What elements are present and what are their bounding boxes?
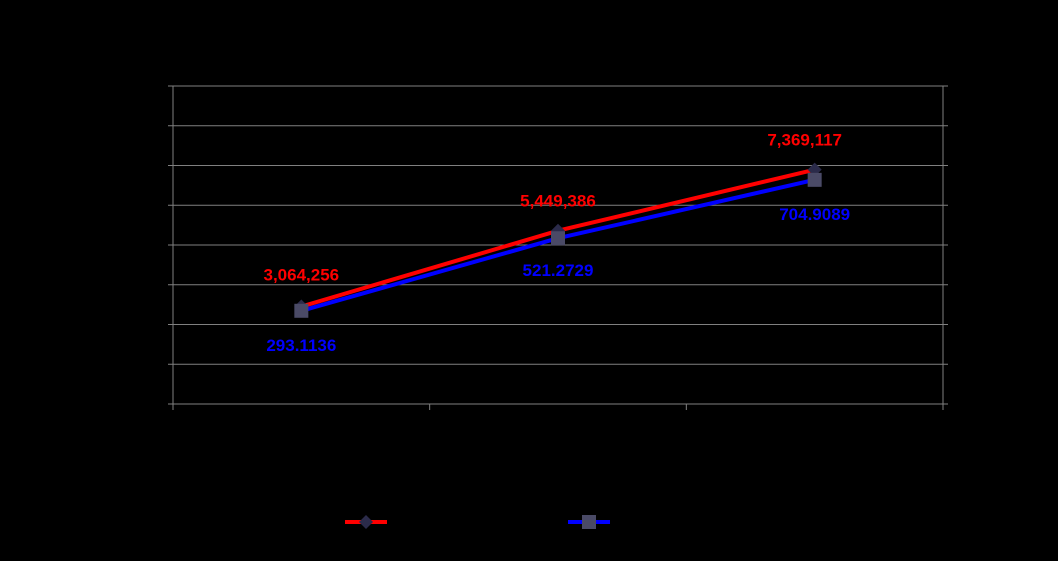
data-label: 521.2729 <box>523 261 594 280</box>
data-label: 3,064,256 <box>264 266 340 285</box>
legend-diamond-marker <box>359 515 373 529</box>
square-marker <box>807 172 822 187</box>
axes <box>168 85 948 410</box>
data-label: 704.9089 <box>779 205 850 224</box>
data-label: 7,369,117 <box>767 131 842 150</box>
data-labels: 3,064,256 5,449,386 7,369,117 293.1136 521.2… <box>264 131 851 355</box>
data-label: 5,449,386 <box>520 192 596 211</box>
series-markers <box>294 162 822 318</box>
legend-square-marker <box>582 515 596 529</box>
square-marker <box>551 231 565 246</box>
legend <box>345 515 610 529</box>
data-label: 293.1136 <box>266 336 336 355</box>
square-marker <box>294 303 309 318</box>
